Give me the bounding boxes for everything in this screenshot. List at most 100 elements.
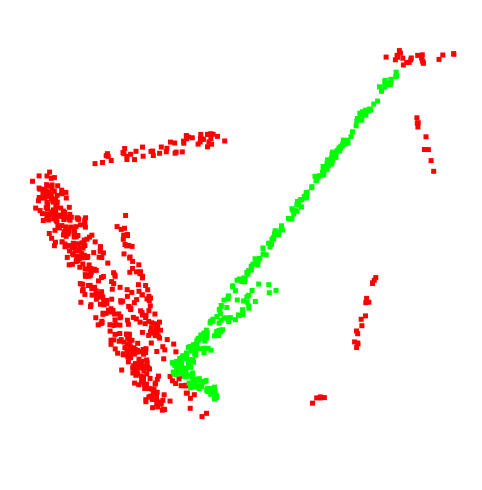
scatter-point-series-0	[44, 173, 50, 179]
scatter-point-series-1	[232, 317, 238, 323]
scatter-point-series-0	[400, 62, 406, 68]
scatter-point-series-0	[112, 272, 118, 278]
scatter-point-series-0	[44, 211, 50, 217]
scatter-point-series-0	[79, 281, 85, 287]
scatter-point-series-0	[155, 323, 161, 329]
scatter-point-series-0	[33, 205, 39, 211]
scatter-point-series-1	[325, 163, 331, 169]
scatter-point-series-0	[82, 220, 88, 226]
scatter-point-series-1	[208, 391, 214, 397]
scatter-point-series-0	[127, 254, 133, 260]
scatter-point-series-1	[212, 384, 218, 390]
scatter-point-series-1	[207, 389, 213, 394]
scatter-point-series-0	[84, 236, 90, 242]
scatter-point-series-1	[249, 288, 255, 293]
scatter-point-series-1	[383, 82, 389, 88]
scatter-point-series-0	[126, 242, 132, 248]
scatter-point-series-0	[101, 298, 107, 304]
scatter-point-series-0	[75, 233, 81, 238]
scatter-point-series-0	[428, 158, 434, 164]
scatter-point-series-0	[147, 394, 153, 400]
scatter-point-series-0	[173, 381, 179, 386]
scatter-point-series-0	[130, 258, 136, 264]
scatter-point-series-0	[136, 356, 142, 362]
scatter-point-series-0	[46, 189, 52, 195]
scatter-point-series-0	[80, 288, 85, 294]
scatter-point-series-1	[204, 335, 210, 341]
scatter-point-series-0	[205, 131, 211, 137]
scatter-point-series-0	[136, 288, 142, 294]
scatter-point-series-1	[188, 382, 194, 388]
scatter-point-series-0	[352, 339, 358, 345]
scatter-point-series-1	[350, 129, 355, 135]
scatter-point-series-0	[144, 360, 150, 366]
scatter-point-series-0	[118, 337, 124, 343]
scatter-point-series-0	[121, 251, 127, 257]
scatter-point-series-0	[110, 308, 116, 313]
scatter-point-series-1	[214, 394, 220, 399]
scatter-point-series-0	[70, 251, 76, 257]
scatter-point-series-1	[393, 69, 399, 75]
scatter-point-series-0	[397, 50, 403, 56]
scatter-point-series-1	[179, 361, 185, 367]
scatter-point-series-0	[419, 55, 425, 61]
scatter-point-series-0	[354, 328, 359, 334]
scatter-point-series-0	[83, 215, 89, 221]
scatter-point-series-0	[93, 292, 98, 298]
scatter-point-series-0	[199, 136, 205, 142]
scatter-point-series-1	[309, 185, 315, 191]
scatter-point-series-0	[100, 274, 106, 279]
scatter-point-series-0	[355, 331, 361, 337]
scatter-point-series-0	[90, 266, 96, 272]
scatter-point-series-0	[145, 364, 151, 370]
scatter-point-series-0	[215, 133, 220, 139]
scatter-point-series-0	[143, 283, 149, 288]
scatter-point-series-0	[415, 124, 421, 130]
scatter-point-series-0	[154, 401, 160, 407]
scatter-point-series-0	[406, 59, 412, 65]
scatter-point-series-0	[121, 339, 127, 345]
scatter-point-series-1	[194, 376, 200, 382]
scatter-point-series-0	[102, 301, 108, 307]
scatter-point-series-1	[382, 78, 388, 84]
scatter-point-series-0	[124, 287, 130, 293]
scatter-point-series-1	[217, 311, 223, 317]
scatter-point-series-0	[117, 331, 123, 336]
scatter-point-series-0	[132, 157, 137, 163]
scatter-point-series-0	[108, 341, 114, 347]
scatter-point-series-0	[91, 250, 97, 256]
scatter-point-series-0	[208, 131, 214, 137]
scatter-point-series-0	[118, 299, 124, 305]
scatter-point-series-0	[363, 300, 369, 306]
scatter-point-series-0	[127, 305, 133, 311]
scatter-point-series-0	[130, 314, 136, 320]
scatter-point-series-0	[97, 294, 103, 300]
scatter-point-series-0	[105, 153, 111, 159]
scatter-point-series-0	[81, 237, 87, 243]
scatter-point-series-0	[157, 335, 163, 341]
scatter-point-series-0	[88, 304, 93, 310]
scatter-point-series-0	[79, 251, 85, 257]
scatter-point-series-0	[93, 288, 99, 294]
scatter-point-series-0	[146, 308, 152, 314]
scatter-point-series-0	[180, 383, 186, 389]
scatter-point-series-0	[128, 151, 134, 157]
scatter-point-series-1	[224, 305, 230, 310]
scatter-point-series-0	[50, 210, 56, 216]
scatter-point-series-0	[51, 243, 57, 249]
scatter-point-series-0	[157, 400, 163, 406]
scatter-point-series-0	[117, 322, 123, 328]
scatter-point-series-1	[324, 166, 330, 172]
scatter-point-series-0	[92, 284, 97, 290]
scatter-point-series-1	[230, 284, 236, 290]
scatter-point-series-1	[203, 378, 209, 383]
scatter-point-series-0	[143, 346, 149, 352]
scatter-point-series-1	[246, 292, 251, 298]
scatter-point-series-0	[56, 225, 62, 231]
scatter-point-series-1	[304, 194, 309, 200]
scatter-point-series-0	[162, 407, 168, 413]
scatter-point-series-1	[367, 106, 373, 112]
scatter-point-series-1	[218, 317, 224, 323]
scatter-point-series-0	[191, 392, 197, 398]
scatter-point-series-0	[126, 334, 132, 339]
